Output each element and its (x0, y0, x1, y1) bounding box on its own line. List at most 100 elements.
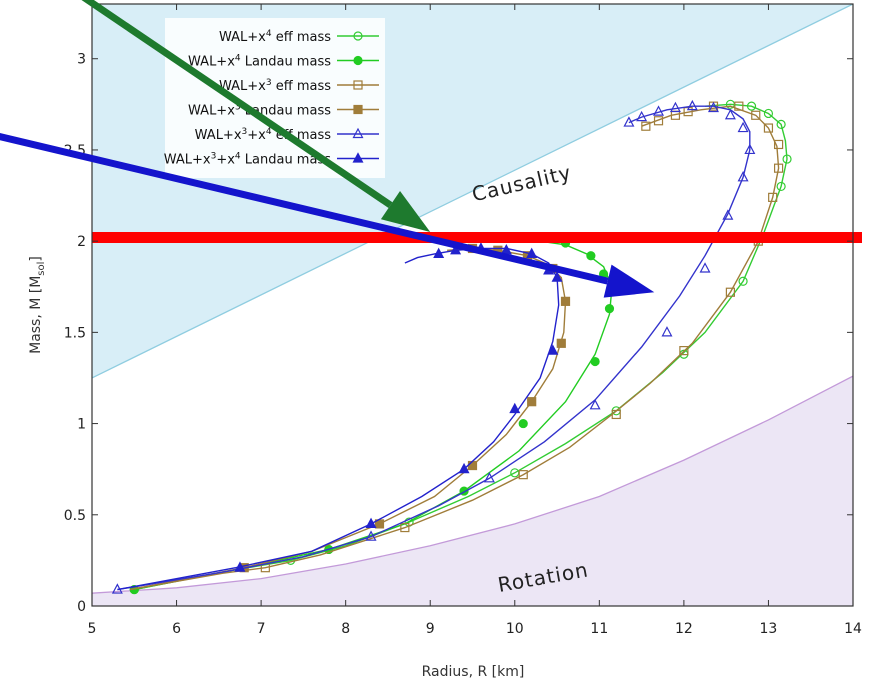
data-point (669, 101, 681, 113)
plot-frame (91, 3, 854, 607)
data-point (776, 119, 786, 130)
data-point (661, 326, 673, 337)
legend-box (165, 18, 385, 178)
data-point (590, 356, 600, 367)
legend-sup: 4 (266, 29, 272, 39)
data-point (776, 181, 786, 192)
data-point (589, 399, 601, 410)
x-tick-label: 11 (590, 621, 608, 637)
data-point (746, 101, 757, 111)
legend-text: +x (216, 153, 235, 168)
data-point (450, 243, 462, 255)
legend-sup: 3 (266, 78, 272, 88)
x-tick-label: 9 (426, 621, 435, 637)
y-tick-label: 3 (77, 52, 86, 68)
y-axis-label: Mass, M [Msol] (28, 256, 47, 354)
data-point (467, 460, 478, 471)
data-point (737, 121, 749, 133)
data-point (679, 346, 689, 356)
series-wal-x3-eff-mass (129, 101, 784, 591)
y-tick-label: 0 (77, 599, 86, 615)
legend-text: WAL+x (195, 128, 242, 143)
data-point (768, 192, 778, 202)
data-point (518, 418, 528, 429)
legend-entry-wal-x3-x4-landau-mass: WAL+x3+x4 Landau mass (164, 152, 379, 168)
legend-sup: 4 (235, 54, 241, 64)
y-tick-label: 1.5 (64, 325, 86, 341)
rotation-boundary (92, 375, 853, 594)
data-point (763, 108, 774, 119)
x-tick-label: 10 (506, 621, 524, 637)
data-point (636, 110, 648, 122)
legend-text: WAL+x (219, 30, 266, 45)
legend-text: eff mass (272, 30, 332, 45)
data-point (458, 462, 470, 474)
green-arrow (81, 0, 431, 233)
legend-sup: 3 (242, 127, 248, 137)
legend-swatch-marker (353, 31, 363, 41)
x-tick-label: 14 (844, 621, 862, 637)
data-point (707, 101, 719, 113)
arrow-shaft (0, 132, 609, 285)
data-point (623, 116, 635, 127)
legend-text: +x (247, 128, 266, 143)
data-point (234, 561, 246, 572)
data-point (518, 470, 528, 480)
causality-boundary (92, 4, 853, 379)
legend-sup: 4 (235, 152, 241, 162)
x-tick-label: 7 (257, 621, 266, 637)
data-point (586, 251, 596, 261)
legend-label: WAL+x3+x4 eff mass (195, 127, 332, 143)
data-point (551, 271, 563, 282)
legend-sup: 4 (266, 127, 272, 137)
data-point (683, 107, 693, 117)
data-point (556, 338, 566, 348)
y-tick-label: 1 (77, 417, 86, 433)
data-point (433, 247, 445, 259)
series-line (117, 247, 560, 591)
data-point (641, 121, 651, 131)
data-point (611, 409, 621, 420)
data-point (738, 276, 748, 286)
x-tick-label: 12 (675, 621, 693, 637)
data-point (724, 108, 736, 120)
x-tick-label: 5 (88, 621, 97, 637)
y-tick-label: 2 (77, 234, 86, 250)
data-point (773, 139, 784, 150)
legend-sup: 3 (235, 103, 241, 113)
data-point (751, 110, 761, 120)
data-point (365, 517, 377, 529)
series-wal-x3-x4-landau-mass (117, 242, 563, 591)
annotation-arrows (0, 0, 655, 298)
data-point (699, 262, 711, 273)
data-point (400, 522, 410, 533)
data-point (560, 296, 571, 306)
y-axis-label-main: Mass, M [M (28, 276, 44, 354)
data-point (686, 99, 698, 111)
legend-label: WAL+x4 eff mass (219, 29, 331, 45)
data-point (365, 530, 377, 541)
x-axis-label: Radius, R [km] (422, 664, 525, 680)
legend-swatch-marker (353, 55, 363, 66)
data-point (653, 105, 665, 116)
data-point (782, 154, 792, 164)
data-point (725, 287, 735, 297)
blue-arrow (0, 132, 655, 298)
arrow-head (603, 264, 655, 298)
arrow-shaft (81, 0, 393, 209)
legend-text: Landau mass (241, 153, 332, 168)
legend-label: WAL+x3+x4 Landau mass (164, 152, 332, 168)
legend-entry-wal-x4-eff-mass: WAL+x4 eff mass (219, 29, 379, 45)
data-point (527, 397, 537, 407)
arrow-head (380, 191, 431, 233)
y-axis-label-sub: sol (36, 262, 47, 276)
data-point (653, 116, 664, 126)
data-point (744, 143, 756, 155)
x-tick-label: 13 (760, 621, 778, 637)
data-point (604, 304, 615, 314)
y-tick-label: 0.5 (64, 508, 86, 524)
x-tick-label: 6 (172, 621, 181, 637)
legend-text: Landau mass (241, 55, 332, 70)
